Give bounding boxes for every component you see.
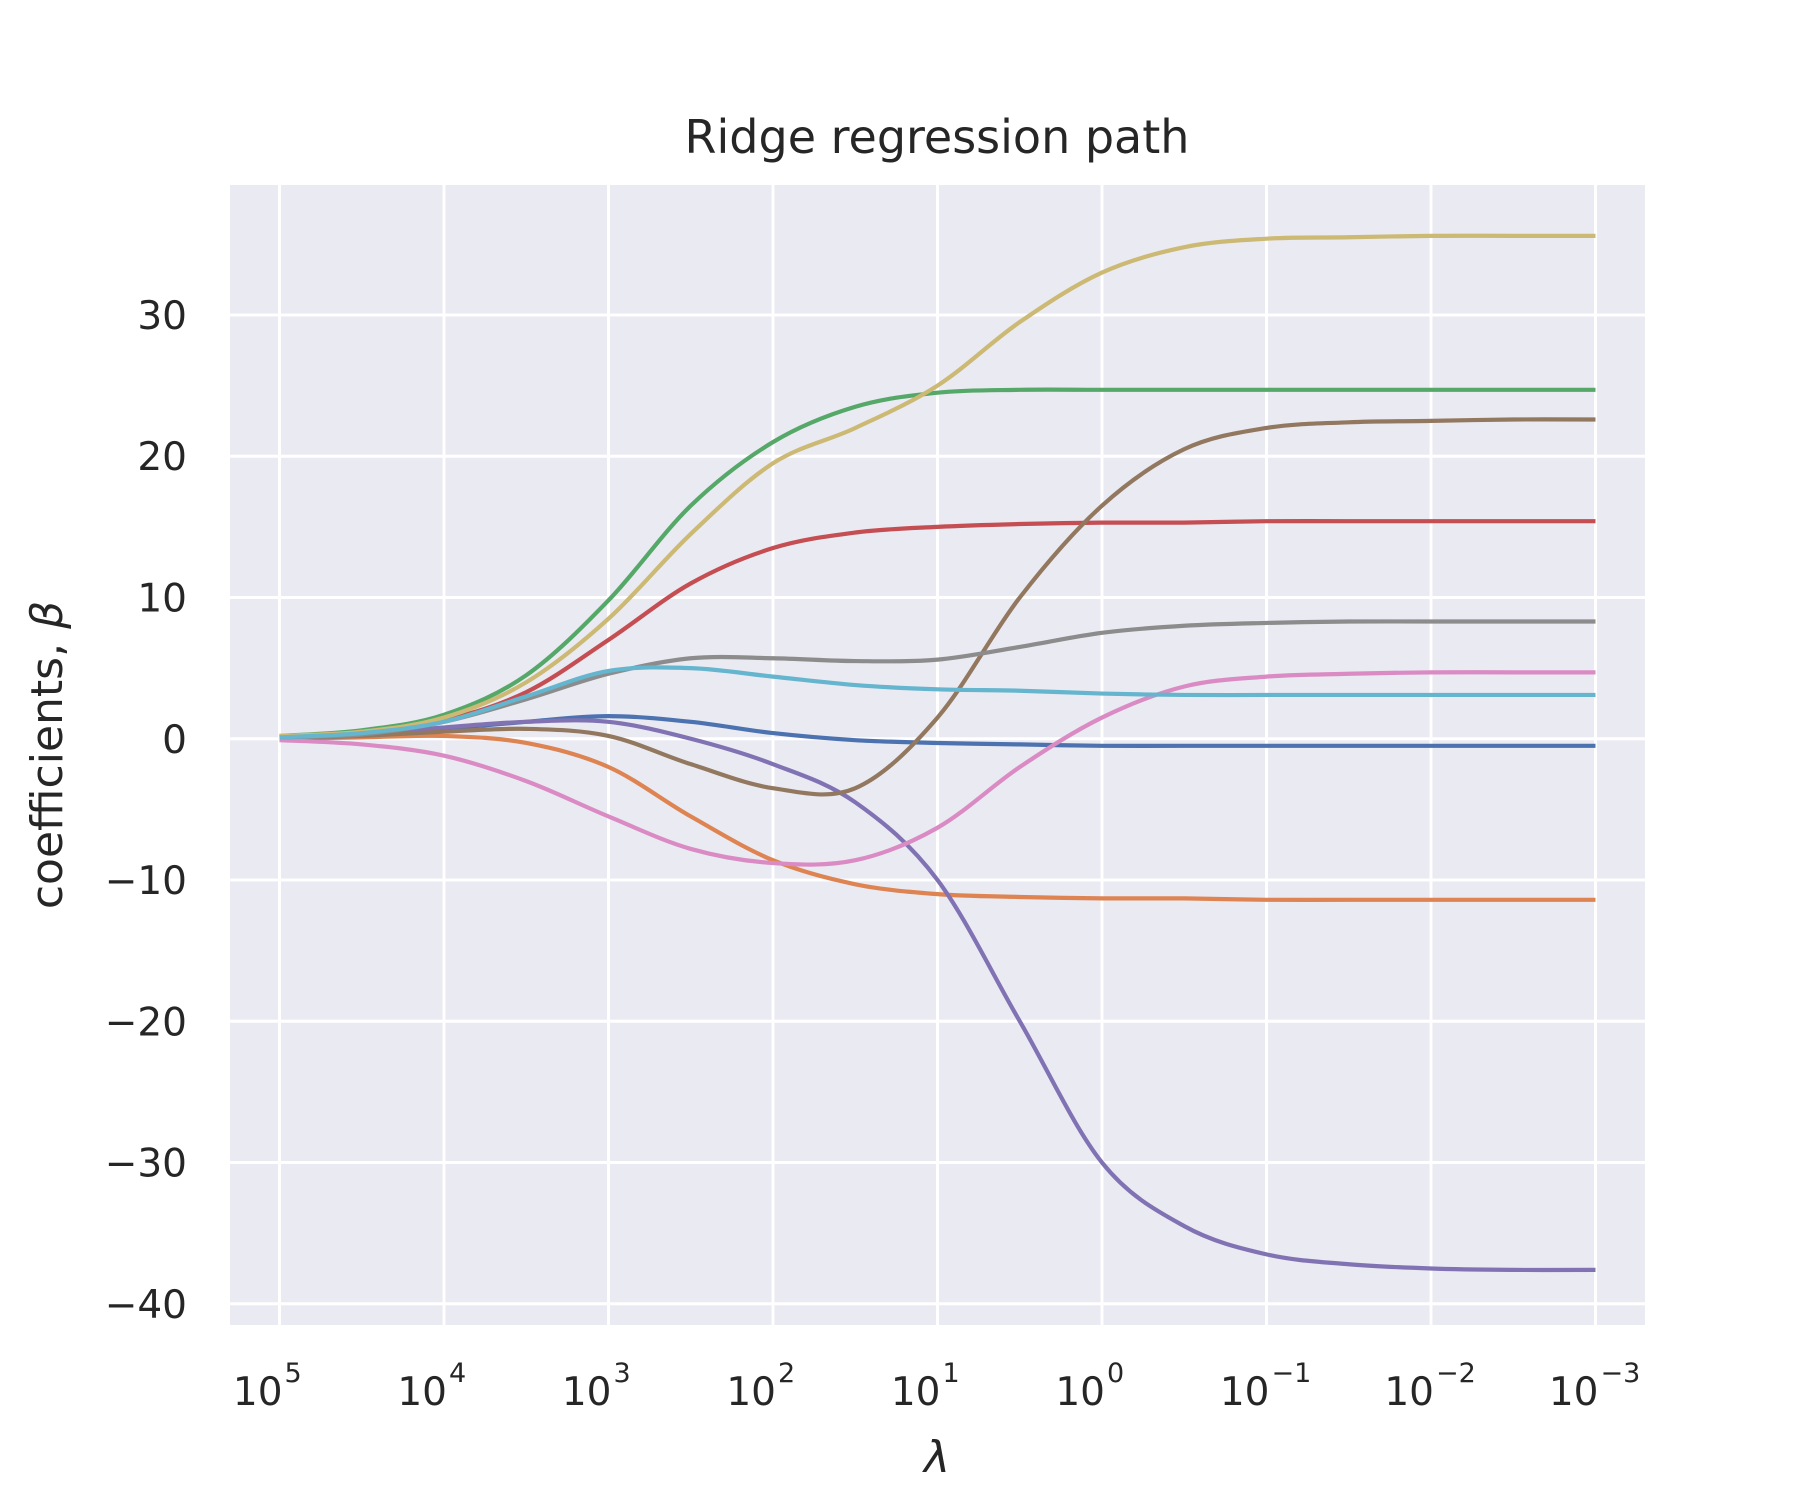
- y-axis-label-text: coefficients,: [22, 629, 73, 909]
- y-tick-label: −20: [105, 1000, 187, 1045]
- x-tick-base: 10: [562, 1370, 612, 1415]
- x-axis-label: λ: [922, 1432, 950, 1483]
- series-line-3: [279, 387, 1596, 739]
- x-tick-labels: 10 5 10 4 10 3 10 2 10 1 10 0 10 −1 10 −2 10 −3: [233, 1358, 1640, 1415]
- x-tick-label: 10 2: [726, 1358, 795, 1415]
- x-tick-label: 10 −1: [1220, 1358, 1311, 1415]
- x-tick-base: 10: [1549, 1370, 1599, 1415]
- y-tick-label: −10: [105, 859, 187, 904]
- x-tick-base: 10: [397, 1370, 447, 1415]
- x-tick-exponent: 4: [449, 1358, 466, 1389]
- y-tick-label: −30: [105, 1142, 187, 1187]
- series-line-9: [279, 233, 1596, 739]
- series-line-10: [279, 665, 1596, 740]
- y-tick-label: 0: [162, 718, 187, 763]
- series-line-2: [279, 733, 1596, 903]
- x-tick-base: 10: [1055, 1370, 1105, 1415]
- x-tick-label: 10 5: [233, 1358, 302, 1415]
- chart-title: Ridge regression path: [685, 110, 1190, 164]
- y-axis-label: coefficients, β: [22, 601, 73, 909]
- x-tick-label: 10 3: [562, 1358, 631, 1415]
- x-tick-base: 10: [233, 1370, 283, 1415]
- y-axis-label-symbol: β: [22, 601, 73, 630]
- x-tick-base: 10: [1220, 1370, 1270, 1415]
- series-line-5: [279, 718, 1596, 1273]
- x-tick-base: 10: [1384, 1370, 1434, 1415]
- series-line-7: [279, 670, 1596, 867]
- x-tick-exponent: −1: [1271, 1358, 1311, 1389]
- series-lines: [279, 233, 1596, 1273]
- x-tick-exponent: 0: [1107, 1358, 1124, 1389]
- x-tick-exponent: −3: [1600, 1358, 1640, 1389]
- x-tick-exponent: 1: [943, 1358, 960, 1389]
- y-tick-label: 10: [137, 576, 187, 621]
- x-tick-label: 10 0: [1055, 1358, 1124, 1415]
- x-tick-exponent: 3: [614, 1358, 631, 1389]
- y-tick-labels: 30 20 10 0 −10 −20 −30 −40: [105, 294, 187, 1328]
- y-tick-label: 30: [137, 294, 187, 339]
- x-tick-label: 10 −3: [1549, 1358, 1640, 1415]
- x-tick-label: 10 −2: [1384, 1358, 1475, 1415]
- series-line-6: [279, 417, 1596, 797]
- y-tick-label: −40: [105, 1283, 187, 1328]
- x-tick-label: 10 1: [891, 1358, 960, 1415]
- x-tick-base: 10: [726, 1370, 776, 1415]
- x-tick-exponent: −2: [1436, 1358, 1476, 1389]
- y-tick-label: 20: [137, 435, 187, 480]
- x-tick-exponent: 2: [778, 1358, 795, 1389]
- x-tick-label: 10 4: [397, 1358, 466, 1415]
- x-tick-base: 10: [891, 1370, 941, 1415]
- x-tick-exponent: 5: [285, 1358, 302, 1389]
